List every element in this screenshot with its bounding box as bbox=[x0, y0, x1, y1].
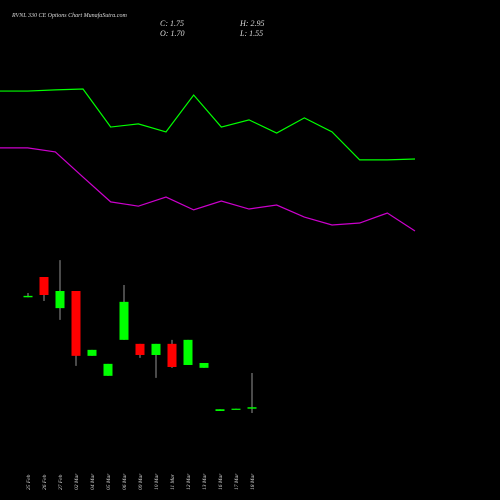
candle-body bbox=[55, 290, 65, 309]
x-tick-label: 17 Mar bbox=[234, 473, 240, 490]
x-tick-label: 10 Mar bbox=[154, 473, 160, 490]
candle-body bbox=[215, 409, 225, 411]
x-tick-label: 02 Mar bbox=[74, 473, 80, 490]
x-tick-label: 06 Mar bbox=[122, 473, 128, 490]
candle-body bbox=[167, 343, 177, 367]
candle-body bbox=[71, 290, 81, 356]
low-label: L: 1.55 bbox=[239, 29, 263, 38]
candle-body bbox=[119, 301, 129, 340]
x-tick-label: 04 Mar bbox=[89, 473, 96, 490]
x-tick-label: 09 Mar bbox=[138, 473, 144, 490]
indicator-line bbox=[0, 147, 416, 232]
x-tick-label: 18 Mar bbox=[250, 473, 256, 490]
candle-body bbox=[199, 362, 209, 368]
candle-body bbox=[87, 349, 97, 356]
x-tick-label: 26 Feb bbox=[42, 474, 48, 490]
candle-body bbox=[183, 339, 193, 365]
x-tick-label: 27 Feb bbox=[58, 474, 64, 490]
x-tick-label: 05 Mar bbox=[106, 473, 112, 490]
x-tick-label: 25 Feb bbox=[26, 474, 32, 490]
chart-title: RVNL 330 CE Options Chart MunafaSutra.co… bbox=[11, 12, 127, 19]
candle-body bbox=[23, 295, 33, 298]
indicator-line bbox=[0, 88, 416, 161]
close-label: C: 1.75 bbox=[160, 19, 184, 28]
candle-body bbox=[151, 343, 161, 355]
candle-body bbox=[135, 343, 145, 355]
x-tick-label: 13 Mar bbox=[202, 473, 208, 490]
candle-body bbox=[231, 408, 241, 410]
candle-body bbox=[103, 363, 113, 376]
x-tick-label: 16 Mar bbox=[218, 473, 224, 490]
candle-body bbox=[247, 407, 257, 409]
high-label: H: 2.95 bbox=[239, 19, 264, 28]
x-tick-label: 12 Mar bbox=[186, 473, 192, 490]
open-label: O: 1.70 bbox=[160, 29, 184, 38]
candle-body bbox=[39, 277, 49, 295]
x-tick-label: 11 Mar bbox=[170, 473, 176, 490]
